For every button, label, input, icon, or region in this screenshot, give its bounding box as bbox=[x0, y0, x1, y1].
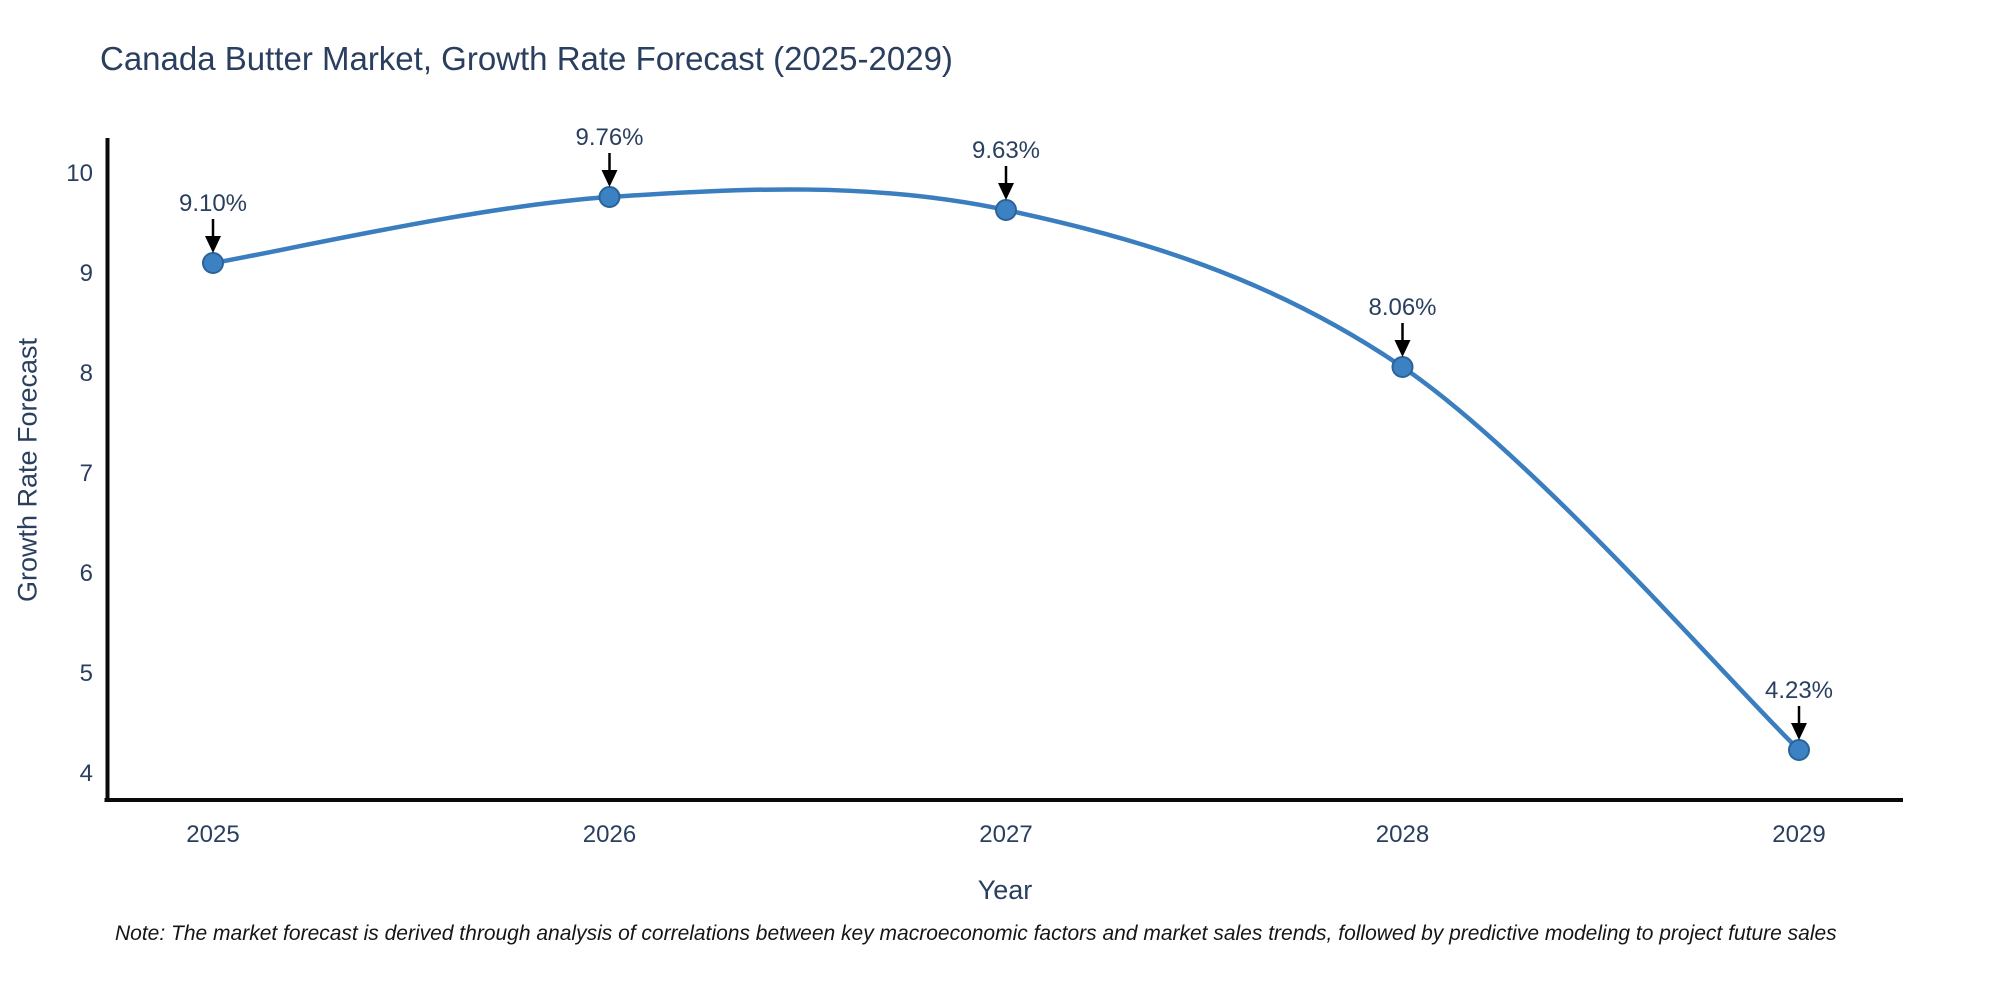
footnote: Note: The market forecast is derived thr… bbox=[115, 922, 1837, 945]
data-point-marker bbox=[995, 199, 1017, 221]
annotation-arrow-head bbox=[1791, 723, 1807, 740]
x-tick-label: 2027 bbox=[979, 821, 1032, 848]
point-annotation-label: 9.63% bbox=[972, 137, 1040, 164]
y-tick-label: 7 bbox=[80, 460, 93, 487]
y-tick-label: 5 bbox=[80, 660, 93, 687]
annotation-arrow-head bbox=[1394, 340, 1411, 357]
chart-title: Canada Butter Market, Growth Rate Foreca… bbox=[100, 40, 953, 77]
x-tick-label: 2029 bbox=[1772, 821, 1825, 848]
point-annotation-label: 9.76% bbox=[575, 124, 643, 151]
point-annotation-label: 8.06% bbox=[1368, 294, 1436, 321]
annotation-arrow-head bbox=[601, 170, 618, 187]
forecast-line bbox=[210, 187, 1802, 753]
point-annotation-label: 9.10% bbox=[179, 190, 247, 217]
annotation-arrow-head bbox=[998, 183, 1014, 200]
annotation-arrow-head bbox=[205, 236, 221, 253]
data-point-marker bbox=[1788, 739, 1810, 761]
x-tick-label: 2028 bbox=[1376, 821, 1429, 848]
x-tick-label: 2026 bbox=[583, 821, 636, 848]
data-point-marker bbox=[1391, 356, 1414, 378]
data-point-marker bbox=[202, 252, 224, 274]
data-point-marker bbox=[598, 186, 621, 208]
x-axis-title: Year bbox=[977, 875, 1033, 905]
y-tick-label: 4 bbox=[80, 760, 93, 787]
y-tick-label: 6 bbox=[80, 560, 93, 587]
x-tick-label: 2025 bbox=[186, 821, 239, 848]
y-tick-label: 9 bbox=[80, 260, 93, 287]
point-annotation-label: 4.23% bbox=[1765, 677, 1833, 704]
y-tick-label: 10 bbox=[66, 160, 93, 187]
y-tick-label: 8 bbox=[80, 360, 93, 387]
